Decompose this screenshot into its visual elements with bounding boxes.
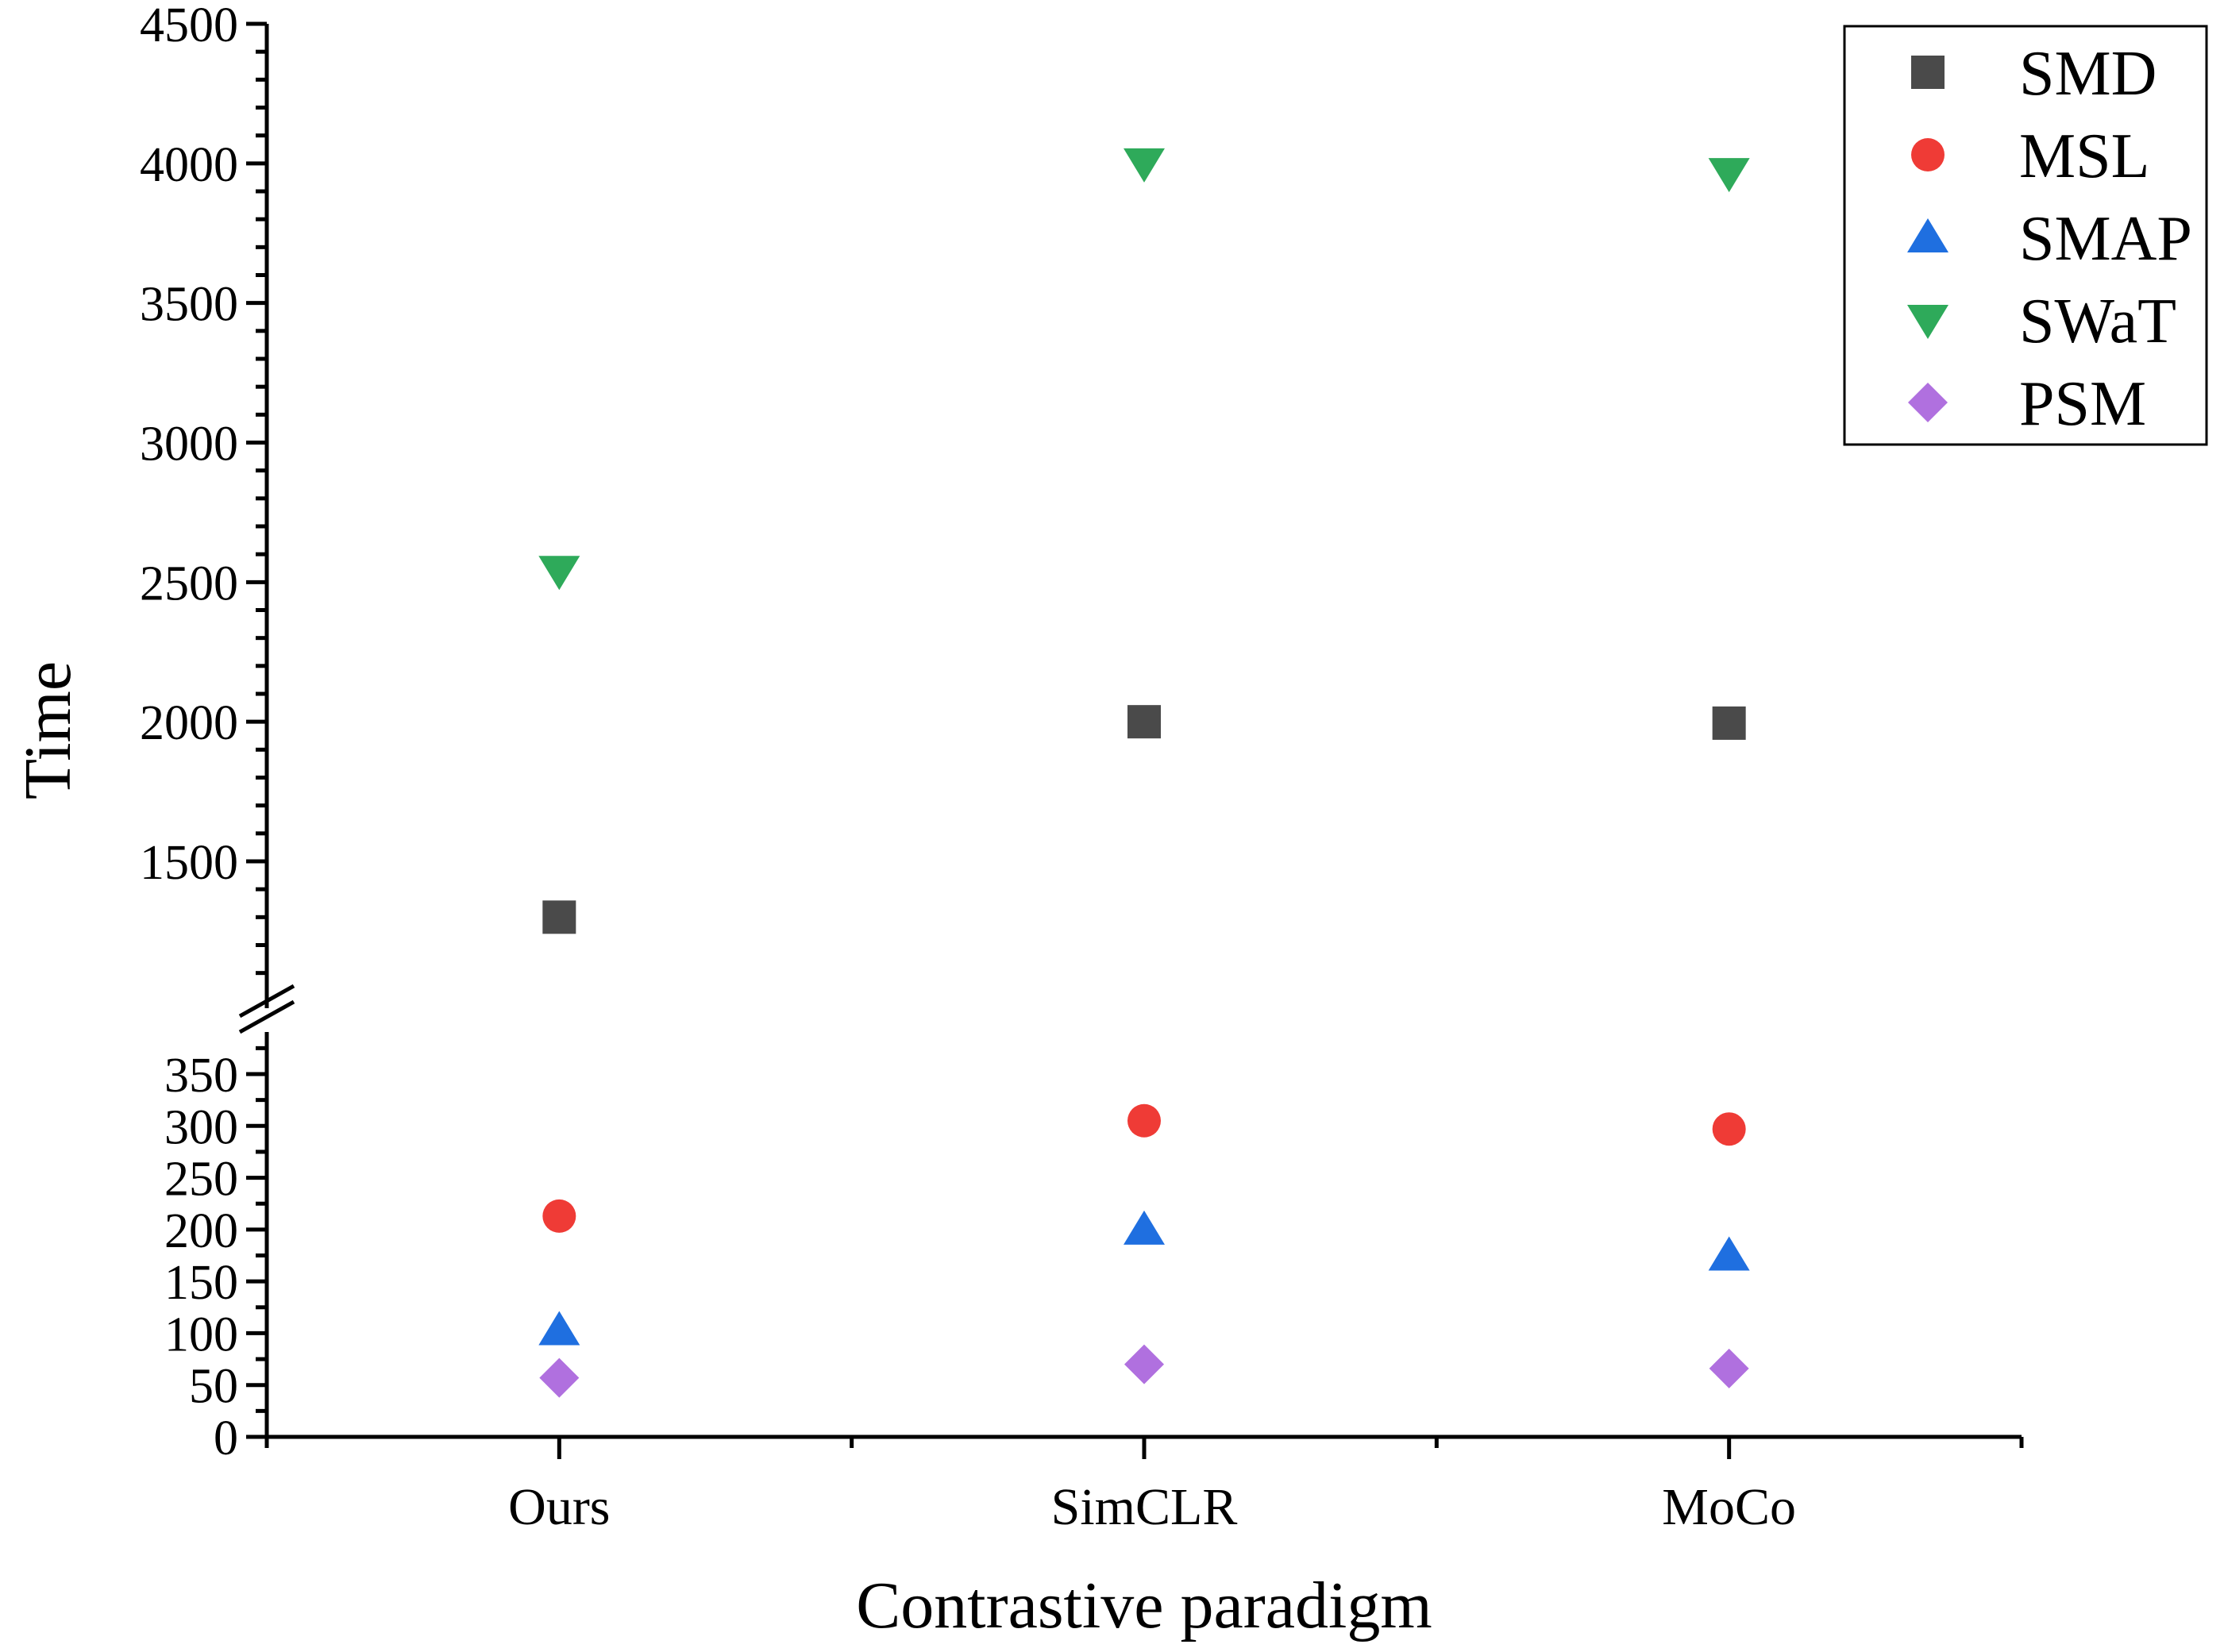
y-tick-label-100: 100 (164, 1307, 238, 1361)
legend-marker-smd (1911, 56, 1945, 89)
y-tick-label-300: 300 (164, 1100, 238, 1154)
y-tick-label-50: 50 (189, 1360, 238, 1414)
point-psm-ours (539, 1357, 580, 1398)
y-tick-label-3500: 3500 (140, 278, 238, 332)
y-tick-label-2000: 2000 (140, 696, 238, 750)
y-tick-label-4500: 4500 (140, 0, 238, 52)
x-tick-label-moco: MoCo (1662, 1478, 1796, 1536)
point-smd-ours (542, 900, 576, 934)
legend-marker-msl (1911, 138, 1945, 171)
y-axis-title: Time (11, 661, 85, 799)
y-tick-label-150: 150 (164, 1256, 238, 1310)
axis-break-mark (238, 999, 295, 1034)
legend-marker-psm (1908, 383, 1948, 422)
point-smap-ours (538, 1311, 580, 1346)
y-tick-label-250: 250 (164, 1153, 238, 1207)
point-swat-moco (1708, 158, 1750, 193)
y-tick-label-0: 0 (214, 1411, 238, 1465)
point-msl-ours (542, 1199, 576, 1233)
legend-label-smap: SMAP (2019, 204, 2192, 274)
legend-label-swat: SWaT (2019, 287, 2176, 356)
x-tick-label-ours: Ours (508, 1478, 610, 1536)
point-msl-moco (1712, 1112, 1746, 1146)
point-swat-ours (538, 556, 580, 591)
y-tick-label-2500: 2500 (140, 556, 238, 610)
data-points (538, 148, 1750, 1398)
y-tick-label-4000: 4000 (140, 138, 238, 192)
point-smap-moco (1708, 1236, 1750, 1271)
y-tick-label-3000: 3000 (140, 418, 238, 472)
point-msl-simclr (1127, 1103, 1161, 1138)
legend: SMD MSL SMAP SWaT PSM (1843, 25, 2208, 446)
axis-break-mark (238, 984, 295, 1019)
point-smap-simclr (1124, 1210, 1165, 1245)
legend-marker-smap (1907, 218, 1948, 252)
x-tick-label-simclr: SimCLR (1051, 1478, 1238, 1536)
legend-label-psm: PSM (2019, 369, 2146, 439)
legend-label-smd: SMD (2019, 39, 2157, 109)
legend-marker-swat (1907, 305, 1948, 339)
point-psm-moco (1709, 1348, 1749, 1388)
x-axis-title: Contrastive paradigm (856, 1569, 1432, 1642)
legend-box (1843, 25, 2208, 446)
y-tick-label-350: 350 (164, 1049, 238, 1103)
y-tick-label-1500: 1500 (140, 836, 238, 890)
point-smd-simclr (1127, 705, 1161, 739)
point-psm-simclr (1124, 1344, 1164, 1384)
point-swat-simclr (1124, 148, 1165, 183)
y-tick-label-200: 200 (164, 1204, 238, 1258)
point-smd-moco (1712, 706, 1746, 740)
legend-label-msl: MSL (2019, 121, 2150, 191)
